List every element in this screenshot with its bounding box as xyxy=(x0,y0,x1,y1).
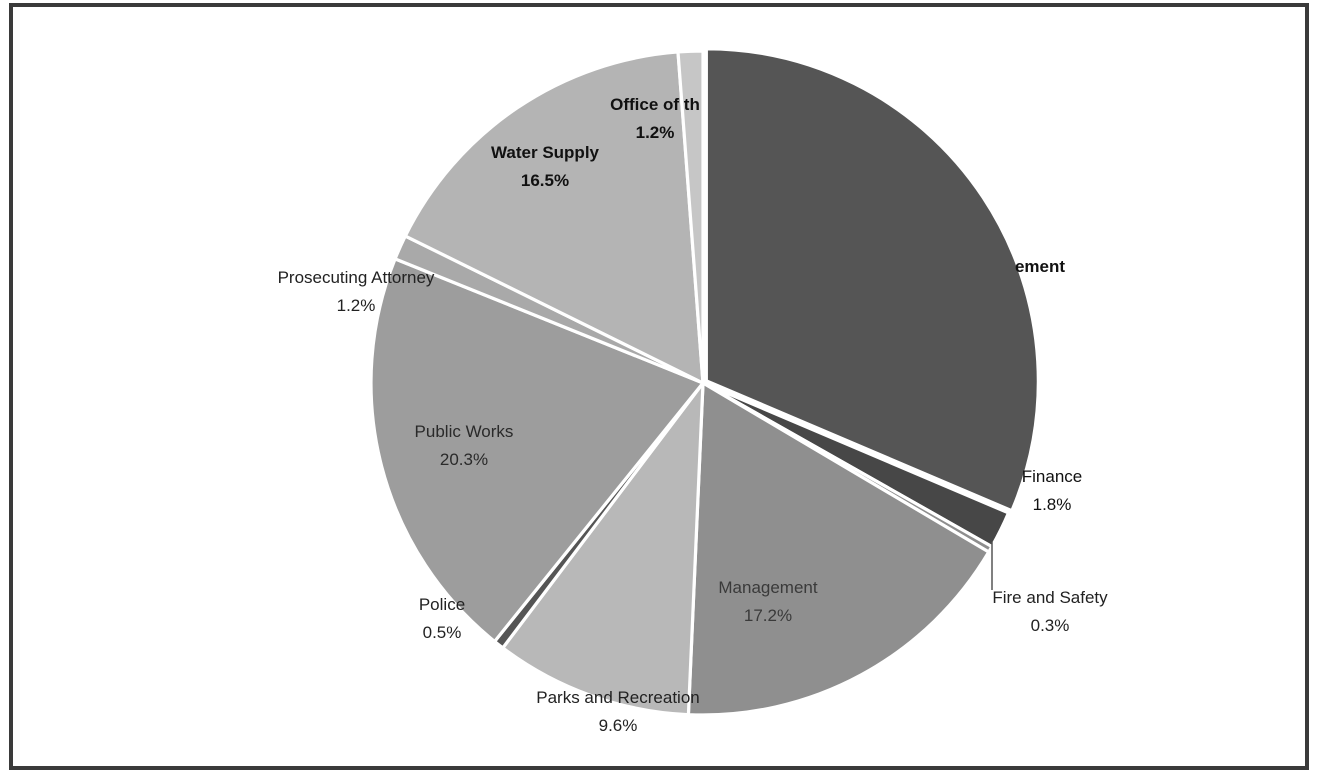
slice-label-7: Prosecuting Attorney 1.2% xyxy=(278,268,435,315)
slice-label-name-6: Public Works xyxy=(415,422,514,441)
pie-slice-4 xyxy=(501,381,705,717)
pie-slice-9 xyxy=(676,49,705,385)
slice-label-pct-4: 9.6% xyxy=(599,716,638,735)
pie-slice-8 xyxy=(403,50,705,385)
slice-label-name-1: Finance xyxy=(1022,467,1082,486)
slice-label-5: Police 0.5% xyxy=(419,595,465,642)
slice-label-name-5: Police xyxy=(419,595,465,614)
slice-label-pct-5: 0.5% xyxy=(423,623,462,642)
pie-slice-0 xyxy=(704,47,1040,513)
slice-label-3: Management 17.2% xyxy=(718,578,818,625)
slice-label-4: Parks and Recreation 9.6% xyxy=(536,688,699,735)
slice-label-pct-6: 20.3% xyxy=(440,450,488,469)
pie-slices xyxy=(369,47,1040,717)
slice-label-name-8: Water Supply xyxy=(491,143,600,162)
slice-label-pct-3: 17.2% xyxy=(744,606,792,625)
slice-label-2: Fire and Safety 0.3% xyxy=(992,588,1108,635)
slice-label-pct-1: 1.8% xyxy=(1033,495,1072,514)
slice-label-pct-8: 16.5% xyxy=(521,171,569,190)
slice-label-name-7: Prosecuting Attorney xyxy=(278,268,435,287)
slice-label-1: Finance 1.8% xyxy=(1022,467,1082,514)
slice-label-pct-7: 1.2% xyxy=(337,296,376,315)
pie-labels: ement Finance 1.8% Fire and Safety 0.3% Manag… xyxy=(278,95,1109,735)
slice-label-6: Public Works 20.3% xyxy=(415,422,514,469)
slice-label-pct-9: 1.2% xyxy=(636,123,675,142)
slice-label-name-4: Parks and Recreation xyxy=(536,688,699,707)
slice-label-pct-2: 0.3% xyxy=(1031,616,1070,635)
pie-slice-3 xyxy=(686,381,991,717)
slice-label-9: Office of th 1.2% xyxy=(610,95,700,142)
slice-label-8: Water Supply 16.5% xyxy=(491,143,600,190)
slice-label-name-0: ement xyxy=(1015,257,1065,276)
slice-label-0: ement xyxy=(1015,257,1065,276)
slice-label-name-2: Fire and Safety xyxy=(992,588,1108,607)
slice-label-name-3: Management xyxy=(718,578,818,597)
slice-label-name-9: Office of th xyxy=(610,95,700,114)
pie-slice-6 xyxy=(369,257,705,644)
